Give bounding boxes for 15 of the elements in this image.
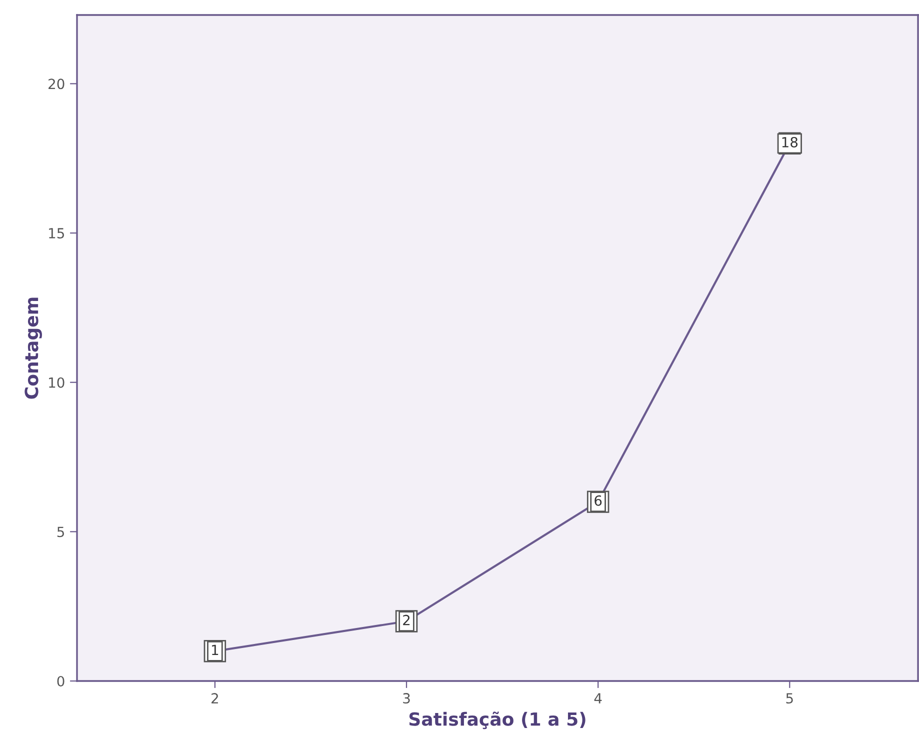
y-axis-title: Contagem bbox=[24, 298, 42, 399]
y-tick-label: 10 bbox=[49, 377, 64, 388]
y-tick-label: 5 bbox=[57, 526, 64, 538]
y-tick-label: 15 bbox=[49, 228, 64, 238]
x-tick-label: 2 bbox=[212, 693, 218, 704]
x-axis-title: Satisfação (1 a 5) bbox=[409, 712, 586, 730]
x-tick-label: 4 bbox=[594, 693, 602, 704]
x-tick-label: 3 bbox=[403, 693, 410, 704]
data-label: 2 bbox=[403, 614, 410, 626]
data-label: 6 bbox=[594, 495, 602, 506]
x-tick-label: 5 bbox=[786, 693, 793, 704]
y-tick-label: 20 bbox=[48, 78, 64, 90]
data-label: 18 bbox=[782, 136, 798, 148]
y-tick-label: 0 bbox=[57, 676, 64, 686]
data-label: 1 bbox=[212, 644, 218, 655]
